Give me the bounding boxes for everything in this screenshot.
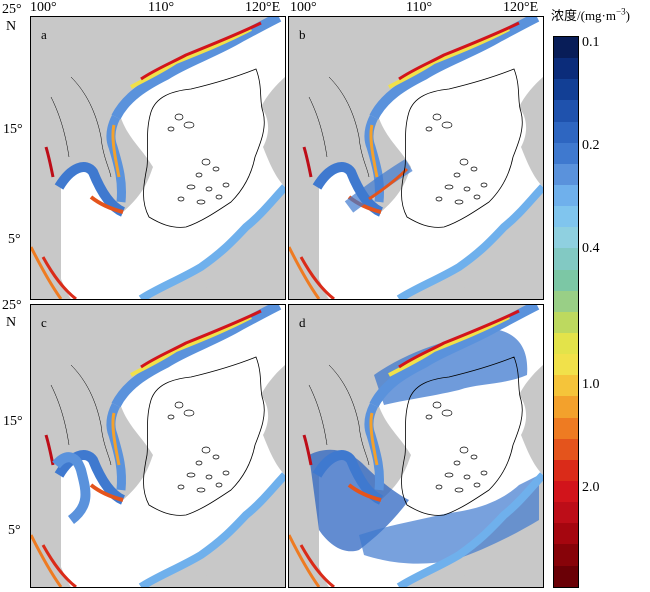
panel-label-d: d: [299, 315, 306, 330]
colorbar-segment: [554, 269, 578, 291]
colorbar-segment: [554, 544, 578, 566]
colorbar-segment: [554, 227, 578, 249]
top-tick-100-left: 100°: [30, 0, 57, 15]
top-tick-120-right: 120°E: [503, 0, 539, 15]
colorbar-segment: [554, 438, 578, 460]
panel-label-b: b: [299, 27, 306, 42]
left-tick-25-bottom: 25°: [2, 298, 22, 313]
colorbar-tick-1.0: 1.0: [582, 377, 600, 392]
colorbar-segment: [554, 121, 578, 143]
left-tick-15-top: 15°: [3, 122, 23, 137]
colorbar-segment: [554, 311, 578, 333]
colorbar: [553, 36, 579, 588]
colorbar-title-end: ): [625, 8, 630, 23]
panel-label-c: c: [41, 315, 47, 330]
top-tick-110-right: 110°: [406, 0, 433, 15]
colorbar-segment: [554, 375, 578, 397]
panel-label-a: a: [41, 27, 47, 42]
colorbar-segment: [554, 142, 578, 164]
colorbar-segment: [554, 523, 578, 545]
left-tick-N-bottom: N: [6, 315, 17, 330]
colorbar-tick-0.2: 0.2: [582, 138, 600, 153]
colorbar-tick-2.0: 2.0: [582, 480, 600, 495]
left-tick-15-bottom: 15°: [3, 414, 23, 429]
colorbar-tick-0.4: 0.4: [582, 241, 600, 256]
left-tick-25-top: 25°: [2, 2, 22, 17]
colorbar-segment: [554, 417, 578, 439]
left-tick-5-bottom: 5°: [8, 523, 21, 538]
colorbar-segment: [554, 163, 578, 185]
top-tick-110-left: 110°: [148, 0, 175, 15]
colorbar-segment: [554, 480, 578, 503]
colorbar-segment: [554, 184, 578, 207]
left-tick-5-top: 5°: [8, 232, 21, 247]
colorbar-title-main: 浓度/(mg·m: [551, 8, 616, 23]
colorbar-segment: [554, 37, 578, 59]
colorbar-segment: [554, 100, 578, 122]
colorbar-segment: [554, 248, 578, 270]
colorbar-segment: [554, 354, 578, 376]
colorbar-tick-0.1: 0.1: [582, 35, 600, 50]
colorbar-segment: [554, 79, 578, 101]
colorbar-segment: [554, 58, 578, 80]
map-panel-a: a: [30, 16, 286, 300]
colorbar-segment: [554, 459, 578, 481]
colorbar-segment: [554, 396, 578, 418]
map-panel-c: c: [30, 304, 286, 588]
colorbar-segment: [554, 565, 578, 587]
colorbar-title: 浓度/(mg·m−3): [551, 5, 630, 24]
colorbar-title-exponent: −3: [616, 6, 626, 17]
top-tick-120-left: 120°E: [245, 0, 281, 15]
left-tick-N-top: N: [6, 19, 17, 34]
colorbar-segment: [554, 290, 578, 312]
map-panel-d: d: [288, 304, 544, 588]
colorbar-segment: [554, 332, 578, 355]
colorbar-segment: [554, 206, 578, 228]
map-panel-b: b: [288, 16, 544, 300]
top-tick-100-right: 100°: [290, 0, 317, 15]
colorbar-segment: [554, 502, 578, 524]
